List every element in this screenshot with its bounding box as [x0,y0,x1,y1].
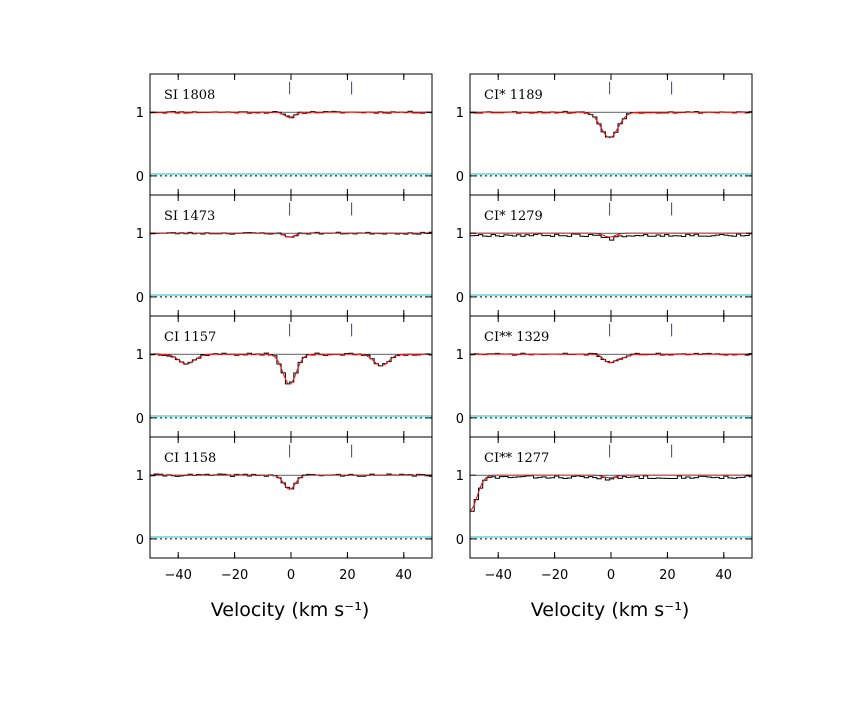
data-spectrum [470,475,752,512]
x-axis-title-left: Velocity (km s⁻¹) [211,599,370,621]
model-fit [150,353,432,385]
y-tick-label: 0 [456,412,464,427]
panels-group: 0 1 SI 1808 0 1 SI 1473 0 1 CI 1157 0 1 CI 1158 −40 −… [136,73,753,583]
y-tick-label: 0 [136,533,144,548]
y-tick-label: 0 [456,533,464,548]
panel-label: CI 1157 [164,330,216,345]
model-fit [150,111,432,118]
panel-label: CI 1158 [164,451,216,466]
x-tick-label: 0 [287,568,295,583]
y-tick-label: 0 [136,291,144,306]
y-tick-label: 0 [136,412,144,427]
spectrum-panel: 0 1 CI 1158 −40 −20 0 20 40 [136,436,433,583]
panel-label: CI** 1277 [484,451,549,466]
spectrum-panel: 0 1 CI* 1189 [456,73,753,196]
spectrum-panel: 0 1 SI 1473 [136,194,433,317]
panel-label: CI* 1189 [484,88,543,103]
y-tick-label: 1 [456,348,464,363]
panel-label: SI 1473 [164,209,215,224]
x-tick-label: −20 [221,568,248,583]
spectrum-panel: 0 1 CI* 1279 [456,194,753,317]
model-fit [150,474,432,490]
x-tick-label: −20 [541,568,568,583]
y-tick-label: 1 [456,106,464,121]
panel-label: CI** 1329 [484,330,549,345]
x-tick-label: 40 [396,568,413,583]
model-fit [150,232,432,238]
x-tick-label: −40 [164,568,191,583]
model-fit [470,353,752,364]
panel-label: SI 1808 [164,88,215,103]
model-fit [470,232,752,238]
spectrum-panel: 0 1 CI** 1277 −40 −20 0 20 40 [456,436,753,583]
data-spectrum [150,352,432,385]
y-tick-label: 1 [136,469,144,484]
y-tick-label: 0 [136,170,144,185]
spectrum-panel: 0 1 SI 1808 [136,73,433,196]
y-tick-label: 1 [456,469,464,484]
data-spectrum [150,473,432,490]
x-tick-label: −40 [484,568,511,583]
y-tick-label: 1 [136,106,144,121]
x-axis-title-right: Velocity (km s⁻¹) [531,599,690,621]
x-tick-label: 20 [339,568,356,583]
y-tick-label: 0 [456,170,464,185]
y-tick-label: 0 [456,291,464,306]
panel-label: CI* 1279 [484,209,543,224]
spectrum-panel: 0 1 CI 1157 [136,315,433,438]
y-tick-label: 1 [456,227,464,242]
spectrum-panel: 0 1 CI** 1329 [456,315,753,438]
x-tick-label: 20 [659,568,676,583]
y-tick-label: 1 [136,348,144,363]
model-fit [469,474,752,511]
data-spectrum [470,233,752,241]
x-tick-label: 40 [716,568,733,583]
data-spectrum [470,110,752,138]
x-tick-label: 0 [607,568,615,583]
model-fit [470,111,752,139]
y-tick-label: 1 [136,227,144,242]
